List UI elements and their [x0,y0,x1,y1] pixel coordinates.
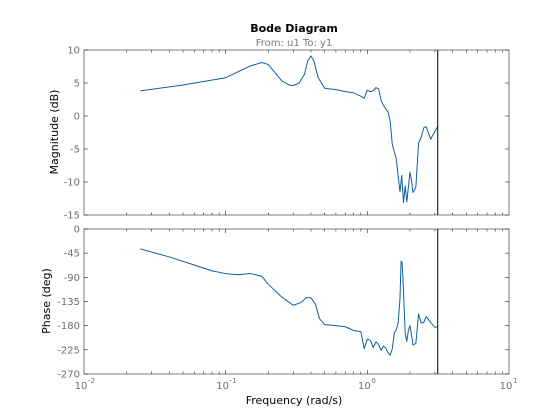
magnitude-series-line [140,55,439,203]
phase-ticks [84,228,509,375]
chart-title: Bode Diagram [250,22,338,35]
magnitude-y-tick-label: 0 [74,112,80,123]
magnitude-y-tick-label: -5 [70,145,80,156]
phase-y-tick-label: 0 [74,225,80,236]
x-tick-exponent: -2 [88,377,95,385]
magnitude-y-tick-label: -10 [64,178,80,189]
phase-tick-labels: 0 -45 -90 -135 -180 -225 -270 [57,225,80,381]
x-tick-label: 10 [500,381,513,392]
x-axis-label: Frequency (rad/s) [246,394,343,407]
magnitude-axes [83,49,510,216]
magnitude-tick-labels: 10 5 0 -5 -10 -15 [64,46,80,222]
magnitude-y-tick-label: 10 [67,46,80,57]
x-tick-exponent: 0 [371,377,375,385]
magnitude-y-tick-label: 5 [74,79,80,90]
x-tick-exponent: -1 [230,377,237,385]
phase-y-tick-label: -90 [64,273,80,284]
x-tick-label: 10 [216,381,229,392]
phase-y-tick-label: -225 [57,345,80,356]
phase-y-tick-label: -270 [57,370,80,381]
magnitude-y-axis-label: Magnitude (dB) [48,90,61,175]
phase-y-tick-label: -135 [57,297,80,308]
magnitude-ticks [84,49,509,216]
phase-series-line [140,248,438,356]
phase-y-tick-label: -180 [57,321,80,332]
phase-y-tick-label: -45 [64,249,80,260]
x-tick-label: 10 [75,381,88,392]
magnitude-y-tick-label: -15 [64,211,80,222]
chart-subtitle: From: u1 To: y1 [256,38,333,49]
phase-y-axis-label: Phase (deg) [40,268,53,334]
x-tick-label: 10 [358,381,371,392]
x-tick-exponent: 1 [513,377,517,385]
frequency-tick-labels: 10 -2 10 -1 10 0 10 1 [75,377,518,392]
